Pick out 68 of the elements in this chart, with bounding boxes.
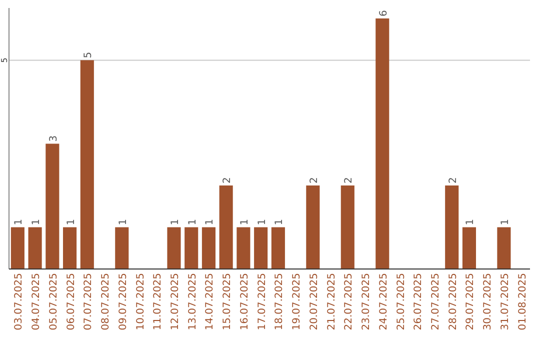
data-label: 1 (239, 218, 250, 226)
data-label: 1 (66, 218, 77, 226)
x-tick-label: 19.07.2025 (292, 273, 303, 330)
bar (28, 227, 42, 269)
data-label: 1 (500, 218, 511, 226)
x-tick-label: 23.07.2025 (361, 273, 372, 330)
x-tick-label: 01.08.2025 (517, 273, 528, 330)
x-tick-label: 14.07.2025 (204, 273, 216, 330)
data-label: 1 (118, 218, 129, 226)
data-label: 1 (465, 218, 476, 226)
data-label: 1 (204, 218, 216, 226)
data-label: 1 (14, 218, 25, 226)
x-tick-label: 20.07.2025 (308, 273, 320, 330)
bar (462, 227, 476, 269)
x-tick-label: 16.07.2025 (239, 273, 250, 330)
bar (63, 227, 77, 269)
data-label: 3 (48, 135, 60, 142)
x-tick-label: 08.07.2025 (100, 273, 112, 330)
data-label: 2 (308, 177, 320, 184)
x-tick-label: 04.07.2025 (31, 273, 42, 330)
x-tick-label: 05.07.2025 (48, 273, 60, 330)
x-tick-label: 28.07.2025 (448, 273, 459, 330)
bar (236, 227, 250, 269)
x-tick-label: 21.07.2025 (326, 273, 338, 330)
bar (497, 227, 511, 269)
data-label: 1 (170, 218, 181, 226)
bar (46, 144, 60, 269)
x-tick-label: 25.07.2025 (396, 273, 407, 330)
data-label: 2 (222, 177, 234, 184)
bar (219, 185, 233, 269)
bar (340, 185, 354, 269)
x-tick-label: 03.07.2025 (14, 273, 25, 330)
x-tick-label: 11.07.2025 (152, 273, 164, 330)
bar (306, 185, 320, 269)
bar (167, 227, 181, 269)
x-tick-label: 27.07.2025 (430, 273, 442, 330)
data-label: 1 (187, 218, 198, 226)
bar (445, 185, 459, 269)
bar (202, 227, 216, 269)
bar (254, 227, 268, 269)
bar (376, 18, 390, 269)
x-tick-label: 18.07.2025 (274, 273, 286, 330)
x-tick-label: 26.07.2025 (413, 273, 424, 330)
data-label: 2 (344, 177, 355, 184)
x-tick-label: 12.07.2025 (170, 273, 181, 330)
x-tick-label: 24.07.2025 (378, 273, 390, 330)
bar (271, 227, 285, 269)
x-tick-label: 22.07.2025 (344, 273, 355, 330)
x-tick-label: 30.07.2025 (482, 273, 494, 330)
x-tick-label: 10.07.2025 (135, 273, 146, 330)
bar (80, 60, 94, 269)
bar (10, 227, 24, 269)
data-label: 6 (378, 10, 390, 16)
x-tick-label: 17.07.2025 (256, 273, 268, 330)
data-label: 1 (274, 218, 286, 226)
x-tick-label: 09.07.2025 (118, 273, 129, 330)
data-label: 2 (448, 177, 459, 184)
data-label: 1 (31, 218, 42, 226)
bar (115, 227, 129, 269)
x-tick-label: 07.07.2025 (83, 273, 94, 330)
x-tick-label: 29.07.2025 (465, 273, 476, 330)
x-tick-label: 15.07.2025 (222, 273, 234, 330)
data-label: 5 (83, 52, 94, 58)
bar (184, 227, 198, 269)
data-label: 1 (256, 218, 268, 226)
x-tick-label: 06.07.2025 (66, 273, 77, 330)
x-tick-label: 13.07.2025 (187, 273, 198, 330)
x-tick-label: 31.07.2025 (500, 273, 511, 330)
